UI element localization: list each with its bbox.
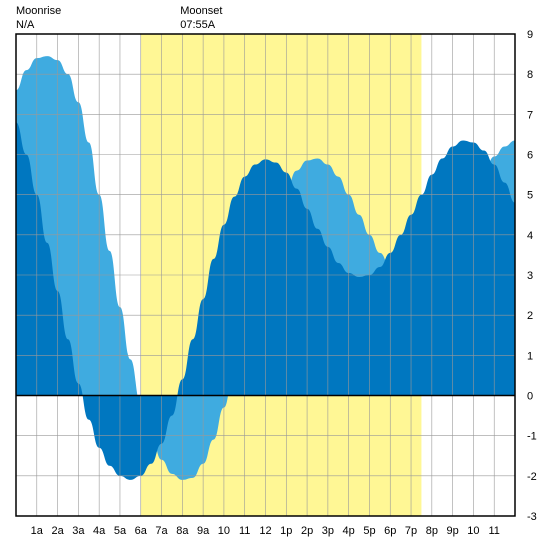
y-tick-label: 1 — [527, 350, 533, 362]
x-tick-label: 6p — [384, 525, 396, 537]
y-tick-label: 4 — [527, 230, 533, 242]
x-tick-label: 3a — [72, 525, 85, 537]
x-tick-label: 10 — [218, 525, 230, 537]
x-tick-label: 5a — [114, 525, 127, 537]
grid — [16, 34, 515, 516]
tide-chart: Moonrise N/A Moonset 07:55A -3-2-1012345… — [0, 0, 550, 550]
y-tick-label: 3 — [527, 270, 533, 282]
x-tick-label: 6a — [135, 525, 148, 537]
x-tick-label: 4a — [93, 525, 106, 537]
moonset-value: 07:55A — [180, 18, 222, 32]
moonset-annotation: Moonset 07:55A — [180, 4, 222, 33]
x-tick-label: 8p — [426, 525, 438, 537]
moonrise-annotation: Moonrise N/A — [16, 4, 61, 33]
y-tick-label: -1 — [527, 431, 537, 443]
y-tick-label: -3 — [527, 511, 537, 523]
x-tick-label: 7a — [155, 525, 168, 537]
x-tick-label: 8a — [176, 525, 189, 537]
moonrise-value: N/A — [16, 18, 61, 32]
moonrise-title: Moonrise — [16, 4, 61, 18]
x-tick-label: 2a — [51, 525, 64, 537]
y-tick-label: 6 — [527, 150, 533, 162]
x-tick-label: 5p — [363, 525, 375, 537]
moonset-title: Moonset — [180, 4, 222, 18]
x-tick-label: 9p — [447, 525, 459, 537]
x-tick-label: 1p — [280, 525, 292, 537]
x-tick-label: 3p — [322, 525, 334, 537]
x-tick-label: 11 — [488, 525, 499, 537]
y-tick-label: 2 — [527, 310, 533, 322]
y-tick-label: 7 — [527, 109, 533, 121]
y-tick-label: 8 — [527, 69, 533, 81]
y-tick-label: -2 — [527, 471, 537, 483]
x-tick-label: 1a — [31, 525, 44, 537]
x-tick-label: 2p — [301, 525, 313, 537]
x-tick-label: 4p — [343, 525, 355, 537]
x-tick-label: 7p — [405, 525, 417, 537]
y-tick-label: 0 — [527, 391, 533, 403]
chart-svg: -3-2-101234567891a2a3a4a5a6a7a8a9a101112… — [0, 0, 550, 550]
x-tick-label: 11 — [239, 525, 250, 537]
x-tick-label: 12 — [259, 525, 271, 537]
x-tick-label: 9a — [197, 525, 210, 537]
x-tick-label: 10 — [467, 525, 479, 537]
y-tick-label: 5 — [527, 190, 533, 202]
y-tick-label: 9 — [527, 29, 533, 41]
